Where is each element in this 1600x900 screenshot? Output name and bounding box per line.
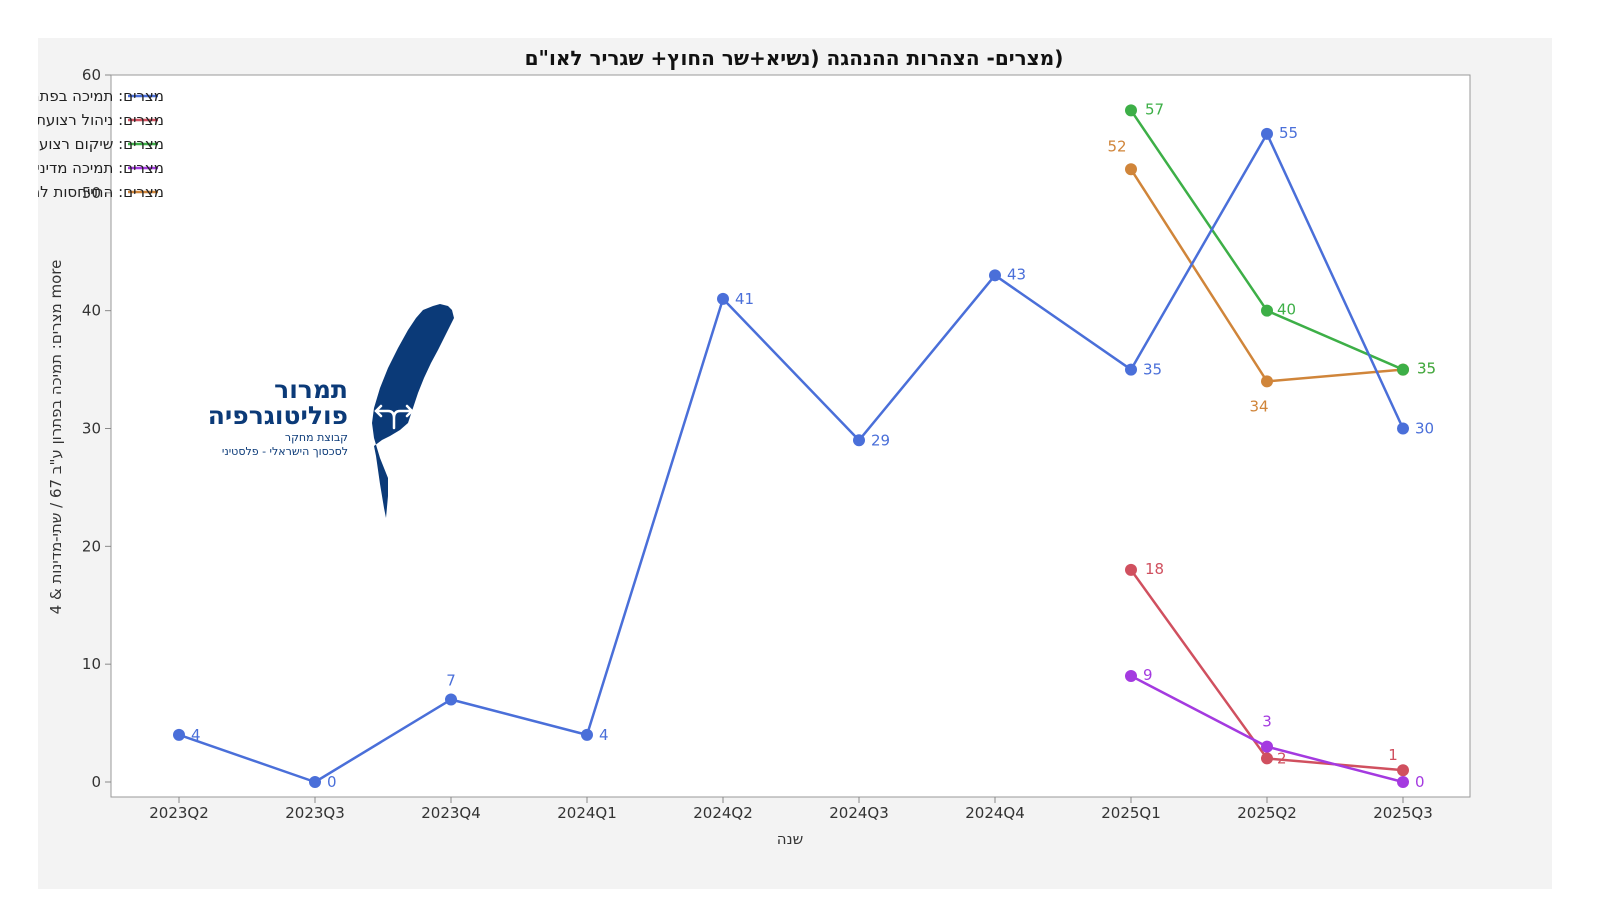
line-chart: (מצרים- הצהרות ההנהגה (נשיא+שר החוץ+ שגר… bbox=[38, 46, 1471, 848]
logo-subtitle-2: לסכסוך הישראלי - פלסטיני bbox=[222, 445, 348, 458]
data-label: 55 bbox=[1279, 124, 1298, 142]
y-tick-label: 0 bbox=[91, 773, 101, 791]
data-point bbox=[1397, 764, 1409, 777]
plot-area bbox=[110, 74, 1471, 798]
data-label: 30 bbox=[1415, 420, 1434, 438]
y-tick-label: 30 bbox=[82, 420, 101, 438]
logo-title-1: תמרור bbox=[274, 375, 348, 404]
data-point bbox=[1261, 127, 1273, 140]
x-tick-label: 2024Q1 bbox=[557, 804, 617, 822]
data-label: 35 bbox=[1417, 360, 1436, 378]
data-point bbox=[1125, 163, 1137, 176]
data-point bbox=[1261, 740, 1273, 753]
data-point bbox=[1125, 669, 1137, 682]
x-tick-label: 2023Q2 bbox=[149, 804, 209, 822]
data-label: 2 bbox=[1277, 749, 1287, 767]
data-label: 18 bbox=[1145, 560, 1164, 578]
data-label: 7 bbox=[446, 672, 456, 690]
data-point bbox=[445, 693, 457, 706]
data-label: 57 bbox=[1145, 100, 1164, 118]
legend-entry: מצרים: תמיכה מדינית באונר"א bbox=[38, 159, 164, 177]
logo: תמרור פוליטוגרפיה קבוצת מחקר לסכסוך הישר… bbox=[208, 304, 454, 518]
x-tick-label: 2025Q1 bbox=[1101, 804, 1161, 822]
data-label: 52 bbox=[1107, 137, 1126, 155]
israel-map-icon bbox=[372, 304, 454, 518]
y-tick-label: 40 bbox=[82, 302, 101, 320]
x-tick-label: 2024Q4 bbox=[965, 804, 1025, 822]
data-point bbox=[1261, 375, 1273, 388]
data-point bbox=[1397, 363, 1409, 376]
data-point bbox=[173, 728, 185, 741]
data-label: 1 bbox=[1388, 746, 1398, 764]
data-point bbox=[309, 776, 321, 788]
legend-entry: מצרים: ניהול רצועת עזה bbox=[38, 111, 164, 129]
series-3: 9 3 0 bbox=[1125, 666, 1425, 791]
x-tick-label: 2023Q3 bbox=[285, 804, 345, 822]
data-point bbox=[1397, 776, 1409, 788]
data-label: 35 bbox=[1143, 361, 1162, 379]
data-point bbox=[1261, 752, 1273, 765]
data-point bbox=[717, 292, 729, 305]
logo-subtitle-1: קבוצת מחקר bbox=[285, 431, 348, 444]
data-label: 29 bbox=[871, 431, 890, 449]
data-point bbox=[1125, 104, 1137, 117]
data-label: 0 bbox=[1415, 773, 1425, 791]
x-axis-label: שנה bbox=[777, 830, 803, 848]
data-point bbox=[1397, 422, 1409, 435]
y-tick-label: 20 bbox=[82, 537, 101, 555]
chart-title: (מצרים- הצהרות ההנהגה (נשיא+שר החוץ+ שגר… bbox=[525, 46, 1064, 70]
data-label: 35 bbox=[1417, 360, 1436, 378]
logo-title-2: פוליטוגרפיה bbox=[208, 401, 348, 430]
x-tick-label: 2023Q4 bbox=[421, 804, 481, 822]
chart-frame: (מצרים- הצהרות ההנהגה (נשיא+שר החוץ+ שגר… bbox=[38, 38, 1552, 889]
legend-entry: מצרים: שיקום רצועת עזה bbox=[38, 135, 164, 153]
legend-entry: מצרים: תמיכה בפתרון ע"ב 67 / שתי-מדינות bbox=[38, 87, 164, 105]
y-tick-label: 10 bbox=[82, 655, 101, 673]
data-point bbox=[581, 728, 593, 741]
legend-entry: מצרים: התייחסות להגירת פלסטינים bbox=[38, 183, 164, 201]
data-point bbox=[1125, 563, 1137, 576]
data-label: 3 bbox=[1262, 713, 1272, 731]
y-tick-label: 60 bbox=[82, 66, 101, 84]
series-line bbox=[178, 132, 1405, 784]
data-point bbox=[1125, 363, 1137, 376]
y-tick-label: 50 bbox=[82, 184, 101, 202]
data-label: 40 bbox=[1277, 301, 1296, 319]
data-label: 34 bbox=[1249, 397, 1268, 415]
data-label: 4 bbox=[191, 726, 201, 744]
direction-arrows-icon bbox=[374, 404, 414, 430]
data-label: 0 bbox=[327, 773, 337, 791]
x-tick-label: 2025Q2 bbox=[1237, 804, 1297, 822]
series-1: 182 1 bbox=[1125, 560, 1409, 777]
data-point bbox=[1261, 304, 1273, 317]
data-label: 4 bbox=[599, 726, 609, 744]
x-tick-label: 2025Q3 bbox=[1373, 804, 1433, 822]
data-point bbox=[989, 269, 1001, 282]
data-point bbox=[853, 434, 865, 447]
data-label: 43 bbox=[1007, 265, 1026, 283]
data-label: 41 bbox=[735, 290, 754, 308]
x-tick-label: 2024Q3 bbox=[829, 804, 889, 822]
x-tick-label: 2024Q2 bbox=[693, 804, 753, 822]
y-axis-label: 4 & מצרים: תמיכה בפתרון ע"ב 67 / שתי-מדי… bbox=[47, 260, 65, 615]
series-2: 57 40 35 bbox=[1125, 100, 1436, 378]
legend: מצרים: תמיכה בפתרון ע"ב 67 / שתי-מדינות מ… bbox=[38, 87, 164, 201]
data-label: 9 bbox=[1143, 666, 1153, 684]
